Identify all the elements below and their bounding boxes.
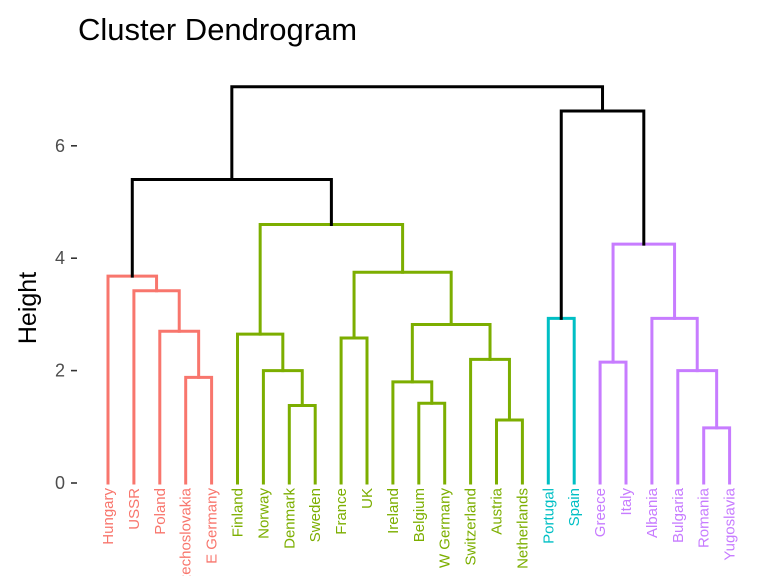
y-axis-label: Height — [14, 272, 42, 344]
leaf-labels: Hungary USSR Poland Czechoslovakia E Germany… — [100, 487, 739, 576]
dendrogram-link — [391, 380, 434, 485]
dendrogram-link — [287, 403, 317, 485]
leaf-label: Hungary — [100, 488, 117, 545]
leaf-label: UK — [359, 488, 376, 509]
leaf-label: Sweden — [307, 488, 324, 542]
dendrogram-link — [559, 109, 646, 320]
dendrogram-link — [130, 178, 333, 278]
leaf-label: Romania — [696, 487, 713, 548]
leaf-label: Portugal — [540, 488, 557, 544]
leaf-label: Netherlands — [514, 488, 531, 569]
leaf-label: Yugoslavia — [722, 487, 739, 560]
leaf-label: Czechoslovakia — [178, 487, 195, 576]
leaf-label: Greece — [592, 488, 609, 537]
leaf-label: Bulgaria — [670, 487, 687, 543]
y-axis: 0 2 4 6 — [55, 136, 77, 493]
leaf-label: Poland — [152, 488, 169, 535]
leaf-label: Austria — [489, 487, 506, 534]
y-tick-label: 2 — [55, 361, 65, 381]
dendrogram-link — [132, 289, 181, 485]
leaf-label: Italy — [618, 488, 635, 516]
dendrogram-link — [598, 360, 628, 485]
dendrogram-link — [236, 332, 285, 485]
dendrogram-link — [184, 375, 214, 485]
dendrogram-link — [702, 426, 732, 485]
leaf-label: USSR — [126, 488, 143, 530]
dendrogram-link — [106, 274, 159, 485]
dendrogram-link — [261, 369, 304, 485]
dendrogram-links — [106, 85, 732, 485]
dendrogram-link — [230, 85, 605, 182]
leaf-label: W Germany — [437, 488, 454, 569]
leaf-label: France — [333, 488, 350, 535]
leaf-label: Ireland — [385, 488, 402, 534]
leaf-label: Switzerland — [463, 488, 480, 566]
leaf-label: Denmark — [281, 488, 298, 549]
leaf-label: Albania — [644, 487, 661, 538]
dendrogram-link — [158, 329, 201, 485]
leaf-label: Norway — [255, 488, 272, 539]
dendrogram-link — [495, 418, 524, 485]
leaf-label: Spain — [566, 488, 583, 526]
chart-title: Cluster Dendrogram — [78, 12, 357, 47]
dendrogram-link — [650, 316, 699, 485]
y-tick-label: 4 — [55, 248, 65, 268]
dendrogram-link — [611, 242, 677, 364]
y-tick-label: 6 — [55, 136, 65, 156]
leaf-label: E Germany — [204, 488, 221, 564]
leaf-label: Belgium — [411, 488, 428, 542]
dendrogram-link — [339, 336, 369, 485]
dendrogram-link — [546, 316, 576, 485]
dendrogram-link — [417, 401, 447, 485]
dendrogram-link — [410, 323, 492, 384]
y-tick-label: 0 — [55, 473, 65, 493]
leaf-label: Finland — [230, 488, 247, 537]
dendrogram-link — [258, 222, 405, 336]
dendrogram-link — [352, 270, 453, 340]
